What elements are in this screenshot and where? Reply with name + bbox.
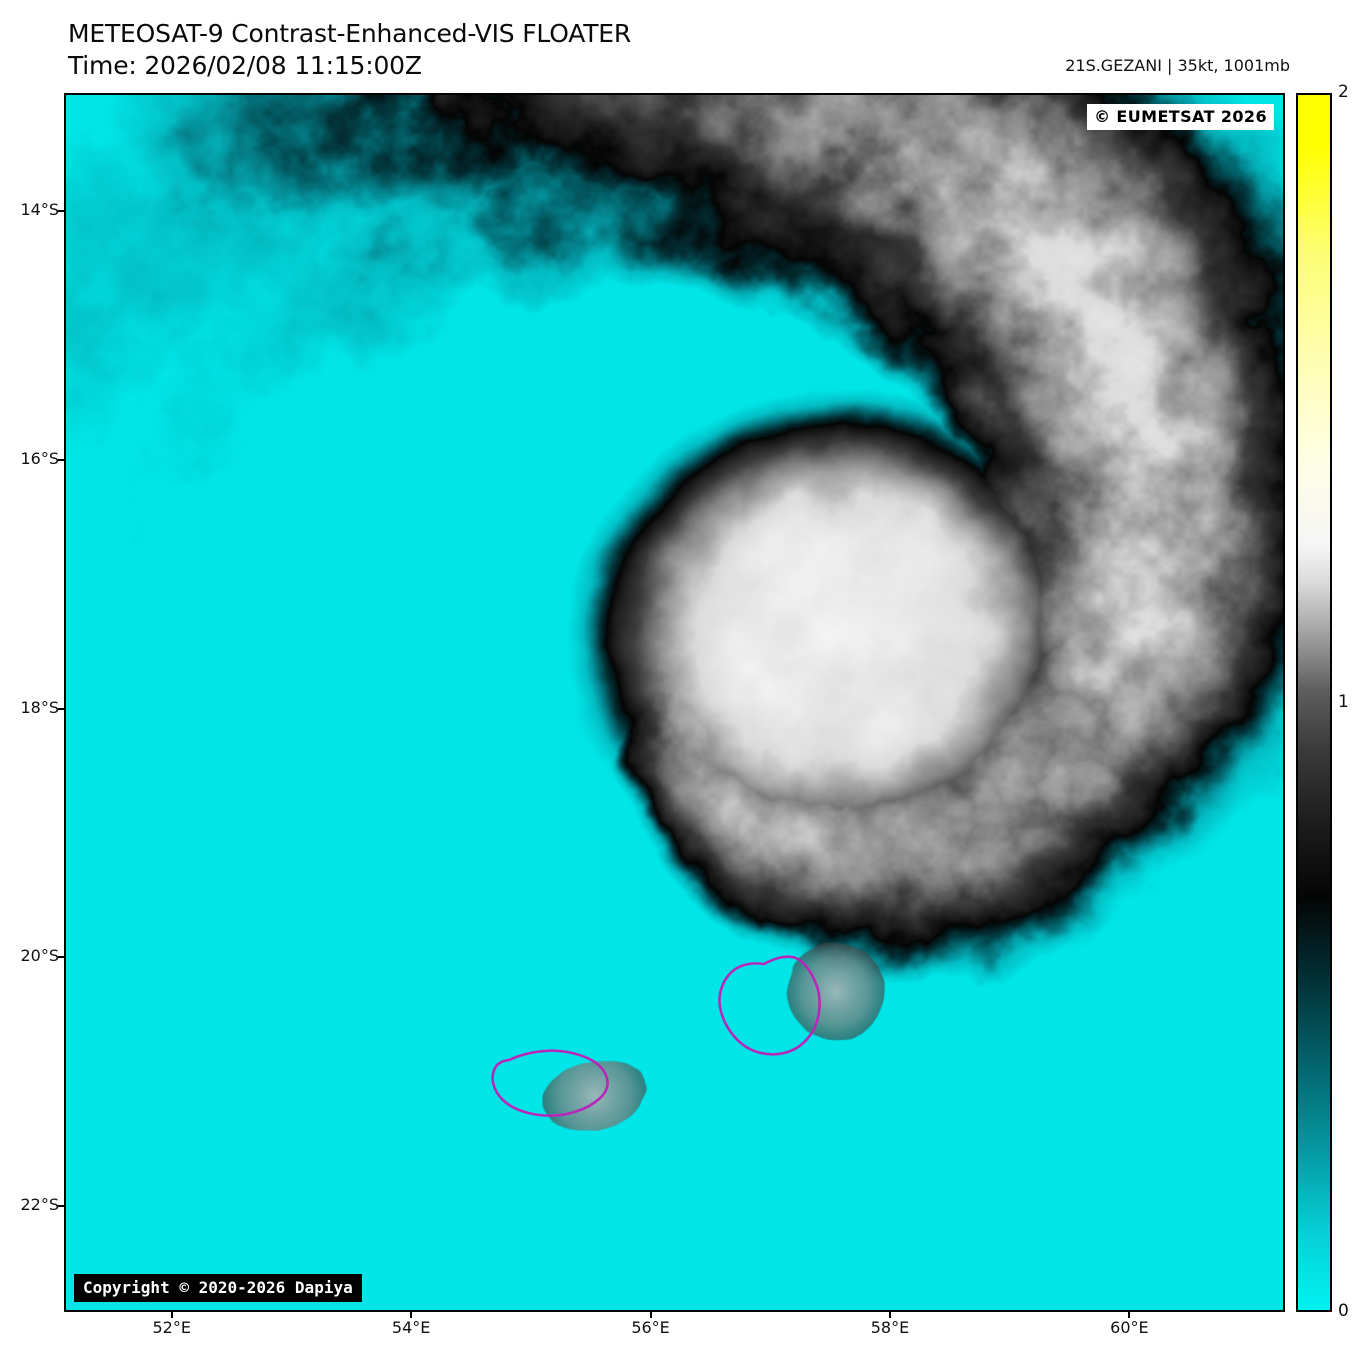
colorbar-tick-1: 1: [1338, 691, 1349, 712]
copyright-badge: Copyright © 2020-2026 Dapiya: [74, 1274, 362, 1302]
colorbar-tick-0: 0: [1338, 1301, 1349, 1321]
x-axis-tick-mark: [410, 1312, 413, 1318]
x-axis-tick-mark: [649, 1312, 652, 1318]
x-axis-tick-label: 54°E: [391, 1318, 431, 1337]
reunion-outline: [491, 1049, 609, 1117]
y-axis-tick-label: 14°S: [20, 200, 59, 220]
y-axis-tick-mark: [58, 210, 64, 213]
storm-info-label: 21S.GEZANI | 35kt, 1001mb: [1065, 56, 1290, 75]
satellite-imagery: [66, 95, 1283, 1310]
y-axis-tick-mark: [58, 707, 64, 710]
y-axis-tick-label: 22°S: [20, 1195, 59, 1215]
timestamp-line: Time: 2026/02/08 11:15:00Z: [68, 51, 422, 80]
colorbar-tick-2: 2: [1338, 82, 1349, 102]
page-title: METEOSAT-9 Contrast-Enhanced-VIS FLOATER: [68, 19, 632, 48]
eumetsat-credit-badge: © EUMETSAT 2026: [1087, 104, 1274, 130]
island-outline-layer: [491, 955, 821, 1117]
y-axis-tick-label: 16°S: [20, 448, 59, 468]
x-axis-tick-label: 60°E: [1110, 1318, 1149, 1337]
colorbar: [1296, 93, 1332, 1312]
x-axis-tick-mark: [888, 1312, 891, 1318]
x-axis-tick-label: 52°E: [152, 1318, 191, 1337]
x-axis-tick-mark: [1128, 1312, 1131, 1318]
mauritius-outline: [718, 955, 821, 1056]
title-block: METEOSAT-9 Contrast-Enhanced-VIS FLOATER…: [68, 18, 868, 82]
satellite-image-panel[interactable]: © EUMETSAT 2026 Copyright © 2020-2026 Da…: [64, 93, 1285, 1312]
x-axis-tick-mark: [170, 1312, 173, 1318]
y-axis-tick-label: 20°S: [20, 946, 59, 966]
y-axis-tick-mark: [58, 1205, 64, 1208]
y-axis-tick-mark: [58, 956, 64, 959]
x-axis-tick-label: 56°E: [631, 1318, 670, 1337]
x-axis-tick-label: 58°E: [870, 1318, 910, 1337]
y-axis-tick-label: 18°S: [20, 697, 59, 717]
y-axis-tick-mark: [58, 458, 64, 461]
